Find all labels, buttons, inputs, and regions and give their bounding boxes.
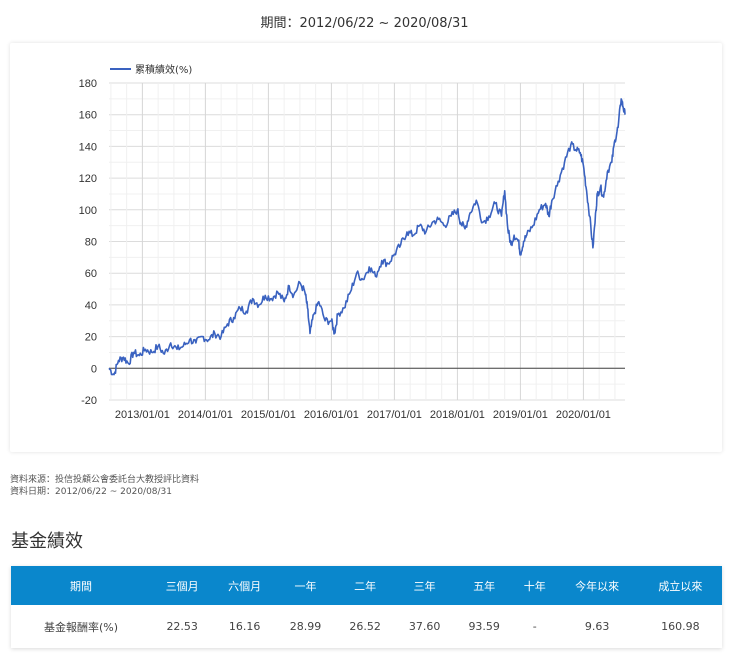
y-tick-label: 160: [79, 110, 97, 122]
col-header-6m: 六個月: [213, 566, 276, 605]
fund-performance-table: 期間 三個月 六個月 一年 二年 三年 五年 十年 今年以來 成立以來 基金報酬…: [11, 566, 722, 648]
data-date-text: 資料日期：2012/06/22 ~ 2020/08/31: [10, 487, 173, 497]
y-tick-label: 60: [85, 268, 97, 280]
y-tick-label: 40: [85, 300, 97, 312]
x-tick-label: 2016/01/01: [304, 409, 359, 421]
value-3m: 22.53: [166, 620, 198, 633]
col-header-3y: 三年: [394, 566, 455, 605]
value-6m: 16.16: [228, 620, 261, 633]
x-tick-label: 2013/01/01: [115, 409, 170, 421]
value-since-inception: 160.98: [661, 620, 700, 633]
period-title: 期間：2012/06/22 ~ 2020/08/31: [260, 16, 469, 31]
col-header-1y: 一年: [275, 566, 336, 605]
legend-label: 累積績效(%): [135, 63, 192, 76]
cumulative-return-line[interactable]: [108, 98, 626, 376]
y-tick-label: 20: [85, 332, 97, 344]
y-tick-label: 180: [79, 78, 97, 90]
y-tick-label: 100: [79, 205, 97, 217]
x-tick-label: 2019/01/01: [493, 409, 548, 421]
performance-chart-card: 180 160 140 120 100 80 60 40 20 0 -20 2013/01/01 20…: [10, 43, 722, 452]
value-3y: 37.60: [408, 620, 441, 633]
y-tick-label: 0: [91, 363, 97, 375]
value-ytd: 9.63: [584, 620, 610, 633]
y-axis: 180 160 140 120 100 80 60 40 20 0 -20: [79, 78, 97, 407]
table-header-row: 期間 三個月 六個月 一年 二年 三年 五年 十年 今年以來 成立以來: [11, 566, 722, 605]
x-tick-label: 2018/01/01: [430, 409, 485, 421]
chart-legend[interactable]: 累積績效(%): [110, 63, 192, 76]
chart-grid: [109, 82, 625, 401]
col-header-2y: 二年: [335, 566, 395, 605]
value-1y: 28.99: [289, 620, 322, 633]
value-10y: -: [532, 620, 537, 633]
value-2y: 26.52: [349, 620, 381, 633]
y-tick-label: 140: [79, 141, 97, 153]
x-tick-label: 2014/01/01: [178, 409, 233, 421]
y-tick-label: 120: [79, 173, 97, 185]
x-axis: 2013/01/01 2014/01/01 2015/01/01 2016/01/01…: [115, 409, 611, 421]
fund-performance-title: 基金績效: [11, 531, 83, 552]
table-row: 基金報酬率(%) 22.53 16.16 28.99 26.52 37.60 9…: [11, 605, 722, 648]
col-header-ytd: 今年以來: [555, 566, 639, 605]
col-header-3m: 三個月: [151, 566, 214, 605]
data-source-text: 資料來源：投信投顧公會委託台大教授評比資料: [10, 475, 200, 485]
x-tick-label: 2020/01/01: [556, 409, 611, 421]
y-tick-label: 80: [85, 237, 97, 249]
col-header-since-inception: 成立以來: [638, 566, 722, 605]
y-tick-label: -20: [81, 395, 97, 407]
col-header-5y: 五年: [454, 566, 514, 605]
x-tick-label: 2015/01/01: [241, 409, 296, 421]
col-header-10y: 十年: [513, 566, 556, 605]
value-5y: 93.59: [468, 620, 500, 633]
x-tick-label: 2017/01/01: [367, 409, 422, 421]
col-header-period: 期間: [11, 566, 151, 605]
row-label: 基金報酬率(%): [43, 620, 119, 634]
data-source-notes: 資料來源：投信投顧公會委託台大教授評比資料 資料日期：2012/06/22 ~ …: [10, 474, 199, 498]
